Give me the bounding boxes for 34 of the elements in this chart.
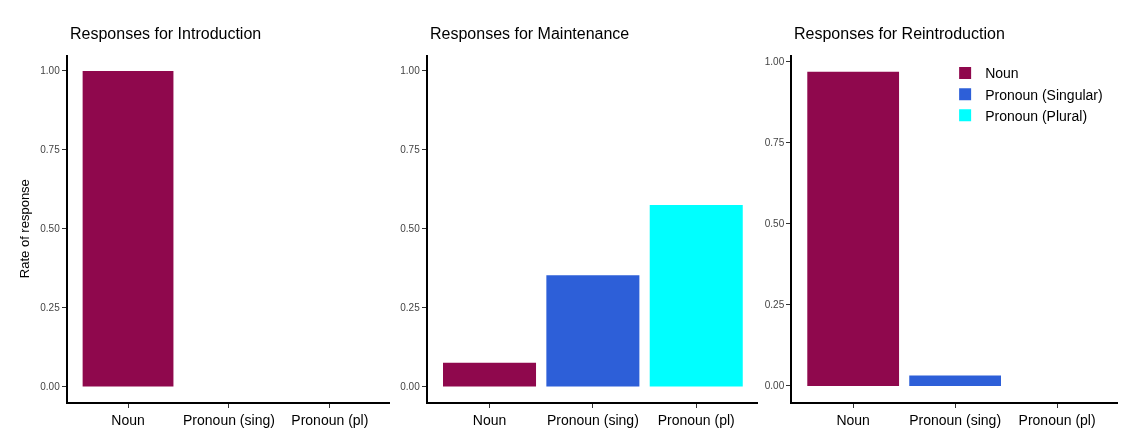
y-tick-label: 0.50 (764, 218, 785, 230)
x-tick-label: Pronoun (sing) (546, 411, 639, 428)
y-tick-label: 0.50 (400, 223, 421, 235)
y-tick-label: 1.00 (764, 56, 785, 68)
x-tick-label: Pronoun (pl) (657, 411, 735, 428)
legend-label: Pronoun (Singular) (985, 86, 1103, 103)
x-tick-label: Pronoun (pl) (1018, 411, 1096, 428)
bar (546, 275, 640, 387)
legend-label: Pronoun (Plural) (985, 107, 1088, 124)
bar (443, 362, 537, 387)
y-tick-label: 0.00 (40, 380, 61, 392)
y-tick-label: 0.50 (40, 223, 61, 235)
x-tick-label: Noun (472, 411, 507, 428)
y-tick-label: 0.00 (400, 380, 421, 392)
y-axis-title: Rate of response (16, 179, 32, 279)
x-tick-label: Pronoun (pl) (291, 411, 369, 428)
y-tick-label: 0.75 (400, 144, 421, 156)
y-tick-label: 1.00 (40, 65, 61, 77)
y-tick-label: 0.75 (764, 137, 785, 149)
y-tick-label: 0.00 (764, 380, 785, 392)
y-tick-label: 0.75 (40, 144, 61, 156)
bar (649, 205, 743, 387)
legend-label: Noun (985, 65, 1019, 82)
chart-title: Responses for Introduction (70, 25, 262, 42)
chart-title: Responses for Maintenance (430, 25, 630, 42)
chart-title: Responses for Reintroduction (794, 25, 1005, 42)
x-tick-label: Pronoun (sing) (909, 411, 1002, 428)
y-tick-label: 0.25 (764, 299, 785, 311)
y-tick-label: 1.00 (400, 65, 421, 77)
y-tick-label: 0.25 (40, 302, 61, 314)
x-tick-label: Noun (836, 411, 870, 428)
x-tick-label: Noun (111, 411, 145, 428)
y-tick-label: 0.25 (400, 302, 421, 314)
x-tick-label: Pronoun (sing) (183, 411, 275, 428)
